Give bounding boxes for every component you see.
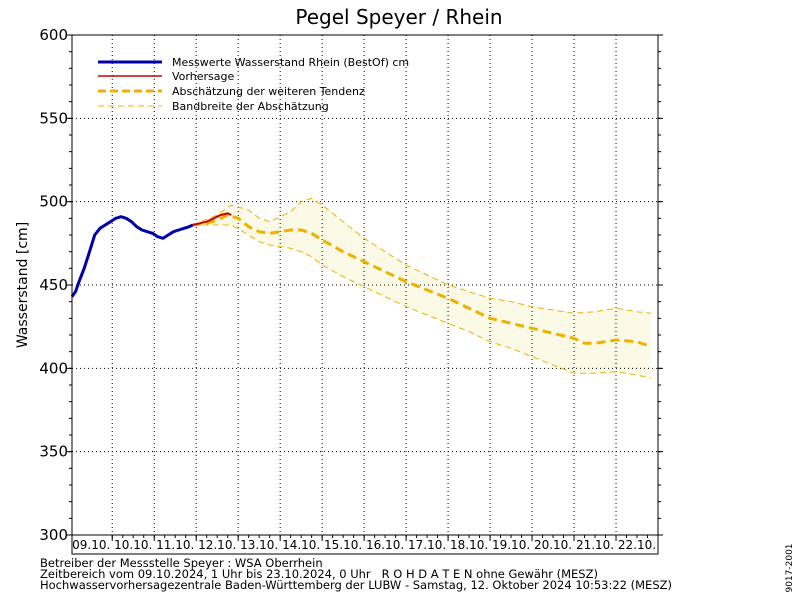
x-tick-label: 17.10. — [408, 538, 446, 552]
x-tick-label: 09.10. — [72, 538, 110, 552]
y-tick-label: 300 — [39, 526, 68, 544]
legend-label: Abschätzung der weiteren Tendenz — [172, 85, 365, 98]
legend-label: Bandbreite der Abschätzung — [172, 100, 329, 113]
x-tick-label: 16.10. — [366, 538, 404, 552]
legend-label: Messwerte Wasserstand Rhein (BestOf) cm — [172, 56, 409, 69]
y-axis-label: Wasserstand [cm] — [15, 222, 31, 348]
estimate-band-layer — [192, 198, 651, 379]
trend-estimate-line — [192, 213, 652, 349]
y-tick-label: 400 — [39, 359, 68, 377]
y-tick-label: 550 — [39, 109, 68, 127]
x-tick-label: 18.10. — [450, 538, 488, 552]
x-tick-label: 11.10. — [156, 538, 194, 552]
x-tick-label: 13.10. — [240, 538, 278, 552]
x-tick-label: 12.10. — [198, 538, 236, 552]
x-tick-label: 20.10. — [534, 538, 572, 552]
legend-label: Vorhersage — [172, 70, 234, 83]
footer-time-range: Zeitbereich vom 09.10.2024, 1 Uhr bis 23… — [40, 567, 598, 581]
estimate-band-area — [192, 198, 651, 379]
x-tick-layer: 09.10. 10.10. 11.10. 12.10. 13.10. 14.10. 15.1… — [71, 534, 659, 555]
series-layer — [70, 197, 652, 379]
x-axis-band — [71, 534, 659, 555]
x-tick-label: 22.10. — [618, 538, 656, 552]
y-tick-label: 600 — [39, 26, 68, 44]
chart-title: Pegel Speyer / Rhein — [295, 5, 502, 29]
y-tick-label: 500 — [39, 193, 68, 211]
estimate-band-upper-line — [192, 197, 652, 314]
x-tick-label: 15.10. — [324, 538, 362, 552]
footer-source: Hochwasservorhersagezentrale Baden-Württ… — [40, 578, 672, 592]
side-code-text: 9017-2001 — [785, 543, 795, 592]
x-tick-label: 10.10. — [114, 538, 152, 552]
legend: Messwerte Wasserstand Rhein (BestOf) cmV… — [98, 56, 409, 113]
footer-operator: Betreiber der Messstelle Speyer : WSA Ob… — [40, 556, 323, 570]
x-tick-label: 21.10. — [576, 538, 614, 552]
forecast-line — [192, 212, 232, 226]
y-tick-label: 450 — [39, 276, 68, 294]
x-tick-label: 19.10. — [492, 538, 530, 552]
y-tick-layer: 300 350 400 450 500 550 600 — [39, 26, 663, 544]
measured-line — [70, 215, 194, 298]
side-code-label: 9017-2001 — [785, 543, 795, 592]
x-tick-label: 14.10. — [282, 538, 320, 552]
y-tick-label: 350 — [39, 443, 68, 461]
estimate-band-lower-line — [192, 224, 652, 379]
